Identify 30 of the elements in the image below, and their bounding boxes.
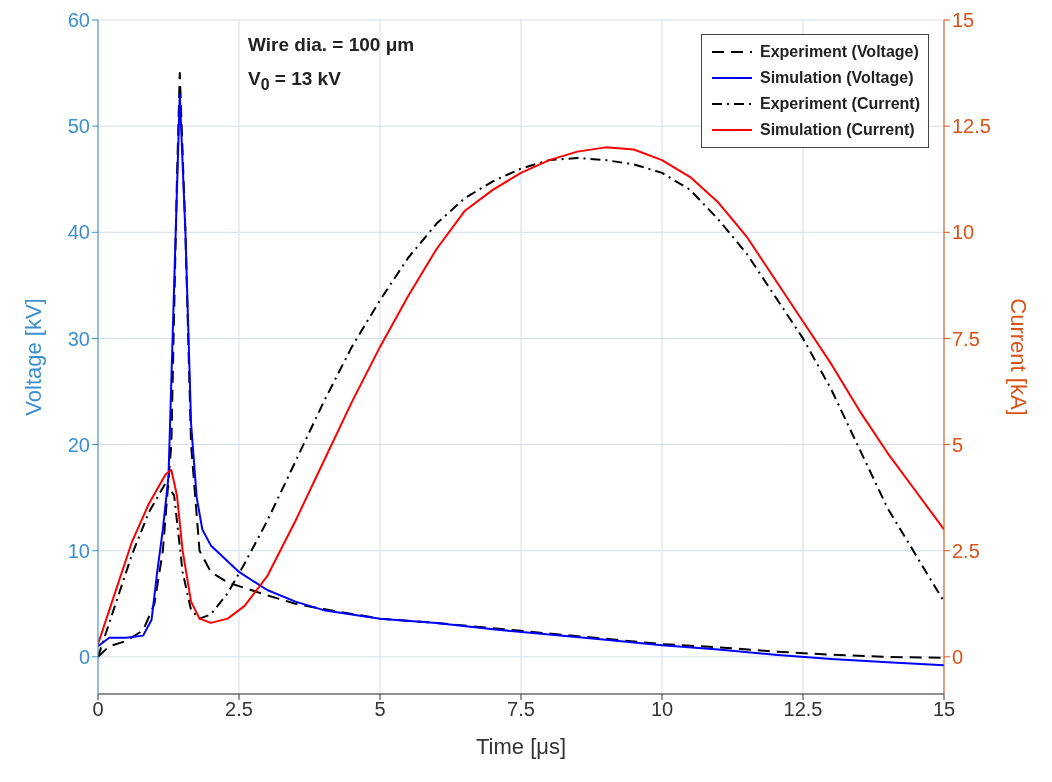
y-tick-label: 0 bbox=[78, 645, 90, 668]
x-tick-label: 5 bbox=[374, 698, 386, 721]
y2-tick-label: 15 bbox=[952, 9, 975, 32]
y-tick-label: 30 bbox=[67, 327, 90, 350]
y2-tick-label: 7.5 bbox=[952, 327, 980, 350]
annotation: Wire dia. = 100 μm bbox=[248, 33, 415, 57]
annotation: V$_{0}$ = 13 kV bbox=[248, 67, 342, 95]
legend-label: Simulation (Voltage) bbox=[759, 68, 914, 88]
legend-label: Experiment (Voltage) bbox=[759, 42, 919, 62]
y-tick-label: 60 bbox=[67, 9, 90, 32]
y-tick-label: 20 bbox=[67, 433, 90, 456]
y2-tick-label: 12.5 bbox=[952, 115, 991, 138]
x-tick-label: 0 bbox=[92, 698, 104, 721]
x-tick-label: 15 bbox=[932, 698, 956, 721]
x-tick-label: 12.5 bbox=[783, 698, 823, 721]
y2-tick-label: 5 bbox=[952, 433, 964, 456]
y-tick-label: 40 bbox=[67, 221, 90, 244]
y-tick-label: 10 bbox=[67, 539, 90, 562]
x-axis-title: Time [μs] bbox=[475, 734, 567, 759]
x-tick-label: 7.5 bbox=[507, 698, 535, 721]
x-tick-label: 10 bbox=[650, 698, 674, 721]
y2-tick-label: 10 bbox=[952, 221, 975, 244]
legend-label: Experiment (Current) bbox=[759, 94, 920, 114]
y-tick-label: 50 bbox=[67, 115, 90, 138]
y2-tick-label: 2.5 bbox=[952, 539, 980, 562]
y-axis-title: Voltage [kV] bbox=[20, 298, 46, 416]
x-tick-label: 2.5 bbox=[225, 698, 253, 721]
y2-axis-title: Current [kA] bbox=[1006, 298, 1032, 416]
legend-label: Simulation (Current) bbox=[759, 120, 915, 140]
y2-tick-label: 0 bbox=[952, 645, 964, 668]
